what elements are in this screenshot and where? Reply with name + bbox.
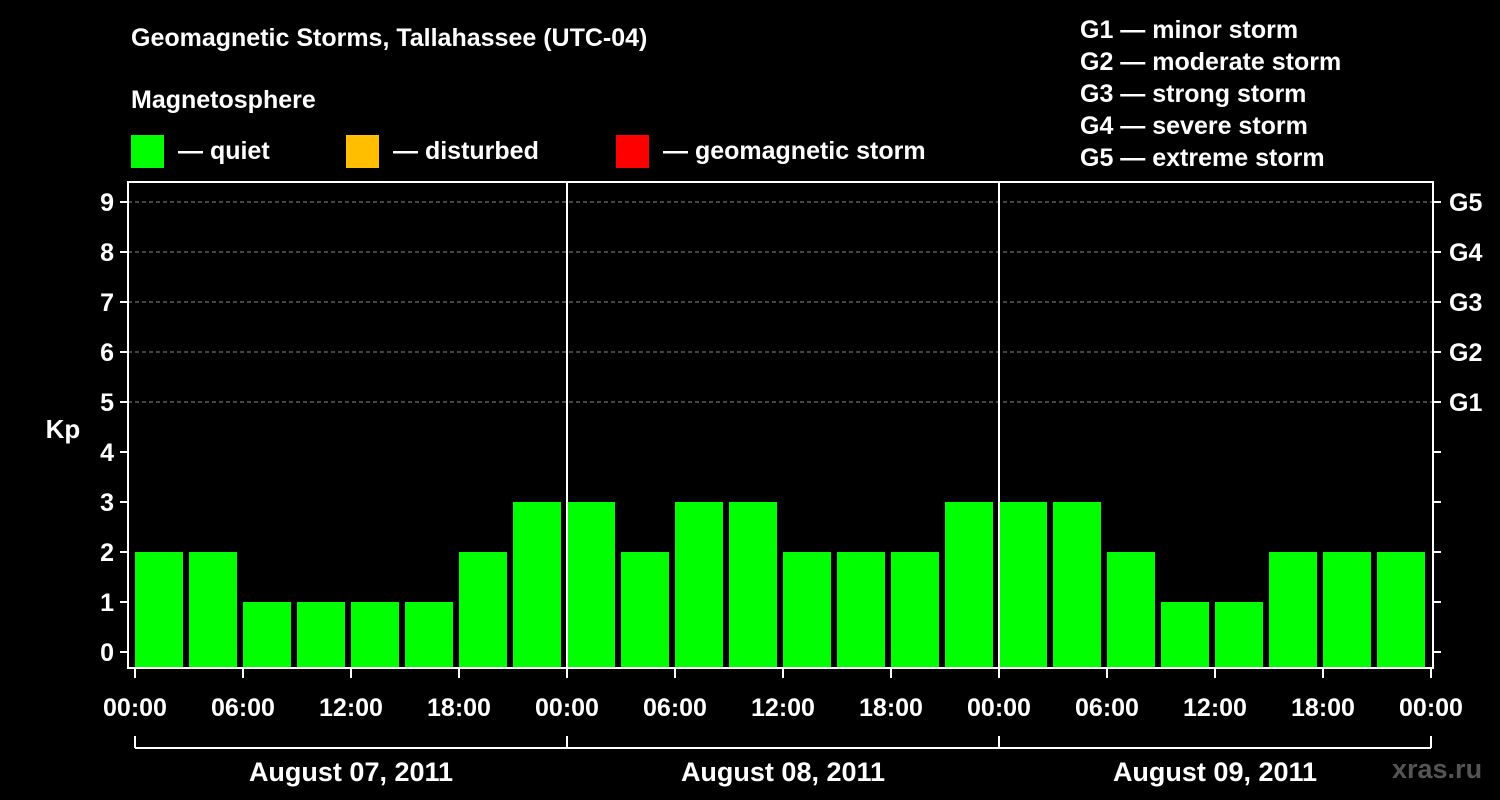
kp-bar-22 xyxy=(1323,552,1371,668)
storm-scale-g2: G2 — moderate storm xyxy=(1080,48,1342,76)
kp-bar-9 xyxy=(621,552,669,668)
y-axis-label: Kp xyxy=(46,414,81,444)
g-level-label-0: G1 xyxy=(1449,389,1482,417)
y-tick-label-9: 9 xyxy=(100,189,114,217)
storm-scale-g5: G5 — extreme storm xyxy=(1080,144,1325,172)
y-tick-label-6: 6 xyxy=(100,339,114,367)
kp-bar-19 xyxy=(1161,602,1209,668)
day-label-0: August 07, 2011 xyxy=(249,757,453,787)
legend-item-disturbed: — disturbed xyxy=(346,134,539,168)
y-tick-label-0: 0 xyxy=(100,639,114,667)
kp-bar-0 xyxy=(135,552,183,668)
y-tick-label-3: 3 xyxy=(100,489,114,517)
chart-subtitle: Magnetosphere xyxy=(131,86,316,114)
x-tick-label-3: 18:00 xyxy=(427,694,491,722)
x-tick-label-10: 12:00 xyxy=(1183,694,1247,722)
y-tick-label-5: 5 xyxy=(100,389,114,417)
kp-bar-21 xyxy=(1269,552,1317,668)
kp-bar-23 xyxy=(1377,552,1425,668)
day-label-2: August 09, 2011 xyxy=(1113,757,1317,787)
kp-bar-7 xyxy=(513,502,561,668)
y-tick-label-1: 1 xyxy=(100,589,114,617)
storm-scale-g1: G1 — minor storm xyxy=(1080,16,1299,44)
storm-scale-list: G1 — minor storm G2 — moderate storm G3 … xyxy=(1080,14,1341,174)
legend-swatch-storm xyxy=(616,134,649,168)
y-tick-label-7: 7 xyxy=(100,289,114,317)
x-tick-label-5: 06:00 xyxy=(643,694,707,722)
kp-bar-16 xyxy=(999,502,1047,668)
kp-bar-15 xyxy=(945,502,993,668)
y-tick-label-4: 4 xyxy=(100,439,114,467)
x-tick-label-1: 06:00 xyxy=(211,694,275,722)
legend-swatch-quiet xyxy=(131,134,164,168)
x-tick-label-0: 00:00 xyxy=(103,694,167,722)
kp-bar-1 xyxy=(189,552,237,668)
kp-bar-8 xyxy=(567,502,615,668)
kp-bar-10 xyxy=(675,502,723,668)
watermark: xras.ru xyxy=(1392,754,1483,784)
kp-bar-13 xyxy=(837,552,885,668)
storm-scale-g3: G3 — strong storm xyxy=(1080,80,1307,108)
kp-bar-11 xyxy=(729,502,777,668)
g-level-label-3: G4 xyxy=(1449,239,1482,267)
legend-label-disturbed: — disturbed xyxy=(393,136,539,165)
kp-bar-5 xyxy=(405,602,453,668)
kp-bar-18 xyxy=(1107,552,1155,668)
kp-bar-12 xyxy=(783,552,831,668)
x-tick-label-4: 00:00 xyxy=(535,694,599,722)
kp-bar-6 xyxy=(459,552,507,668)
kp-bar-17 xyxy=(1053,502,1101,668)
legend-item-storm: — geomagnetic storm xyxy=(616,134,926,168)
legend-label-storm: — geomagnetic storm xyxy=(663,136,926,165)
x-tick-label-8: 00:00 xyxy=(967,694,1031,722)
legend-swatch-disturbed xyxy=(346,134,379,168)
legend-item-quiet: — quiet xyxy=(131,134,270,168)
x-tick-label-11: 18:00 xyxy=(1291,694,1355,722)
day-label-1: August 08, 2011 xyxy=(681,757,885,787)
x-tick-label-9: 06:00 xyxy=(1075,694,1139,722)
x-tick-label-6: 12:00 xyxy=(751,694,815,722)
plot-frame xyxy=(127,181,1434,669)
kp-bar-3 xyxy=(297,602,345,668)
g-level-label-4: G5 xyxy=(1449,189,1482,217)
chart-title: Geomagnetic Storms, Tallahassee (UTC-04) xyxy=(131,24,648,52)
g-level-label-2: G3 xyxy=(1449,289,1482,317)
g-level-label-1: G2 xyxy=(1449,339,1482,367)
kp-bar-20 xyxy=(1215,602,1263,668)
x-tick-label-7: 18:00 xyxy=(859,694,923,722)
kp-bar-2 xyxy=(243,602,291,668)
x-tick-label-12: 00:00 xyxy=(1399,694,1463,722)
kp-bar-14 xyxy=(891,552,939,668)
x-tick-label-2: 12:00 xyxy=(319,694,383,722)
legend-label-quiet: — quiet xyxy=(178,136,270,165)
y-tick-label-2: 2 xyxy=(100,539,114,567)
y-tick-label-8: 8 xyxy=(100,239,114,267)
kp-bar-4 xyxy=(351,602,399,668)
storm-scale-g4: G4 — severe storm xyxy=(1080,112,1308,140)
